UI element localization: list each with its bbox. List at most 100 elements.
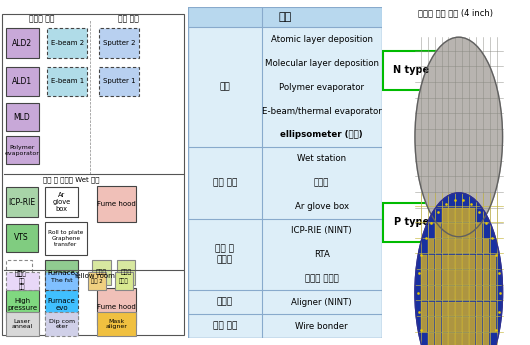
Bar: [441, 239, 448, 253]
Bar: [469, 317, 475, 332]
Text: Atomic layer deposition: Atomic layer deposition: [271, 35, 373, 44]
Bar: [476, 255, 482, 269]
Text: Furnace
evo: Furnace evo: [48, 298, 75, 312]
Text: Mask
aligner: Mask aligner: [105, 319, 128, 329]
Bar: [448, 333, 455, 345]
Bar: [435, 239, 441, 253]
Text: 장비: 장비: [278, 12, 292, 22]
Bar: [45, 187, 78, 217]
Bar: [476, 317, 482, 332]
Bar: [441, 333, 448, 345]
Bar: [188, 7, 382, 28]
Bar: [462, 286, 469, 300]
Text: Sputter 1: Sputter 1: [103, 78, 135, 85]
Bar: [490, 317, 496, 332]
Text: The fst: The fst: [51, 278, 73, 284]
Bar: [455, 255, 462, 269]
Text: Furnace: Furnace: [48, 270, 75, 276]
Bar: [448, 223, 455, 238]
Bar: [421, 302, 427, 316]
Bar: [428, 239, 434, 253]
Bar: [462, 317, 469, 332]
Bar: [455, 333, 462, 345]
Text: Sputter 2: Sputter 2: [103, 40, 135, 46]
Bar: [45, 222, 86, 255]
Bar: [6, 28, 39, 58]
Bar: [45, 272, 78, 290]
Text: Fume hood: Fume hood: [98, 304, 136, 309]
Text: 증착: 증착: [219, 83, 230, 92]
Text: 패터닝: 패터닝: [217, 298, 233, 307]
Bar: [435, 317, 441, 332]
Bar: [99, 28, 139, 58]
Bar: [45, 312, 78, 336]
Bar: [45, 260, 78, 285]
Bar: [469, 270, 475, 285]
Bar: [462, 270, 469, 285]
Bar: [99, 67, 139, 96]
Bar: [490, 270, 496, 285]
Text: E-beam 2: E-beam 2: [51, 40, 84, 46]
Bar: [47, 28, 87, 58]
Text: 소닉이: 소닉이: [96, 270, 107, 276]
Bar: [428, 302, 434, 316]
Bar: [435, 333, 441, 345]
Text: ICP-RIE: ICP-RIE: [8, 198, 35, 207]
Bar: [483, 286, 489, 300]
Text: High
pressure: High pressure: [7, 298, 37, 312]
Bar: [455, 270, 462, 285]
Bar: [490, 255, 496, 269]
Text: RTA: RTA: [314, 250, 330, 259]
Text: 기타 공정: 기타 공정: [213, 178, 237, 187]
Bar: [448, 255, 455, 269]
Text: Wire bonder: Wire bonder: [295, 322, 348, 331]
Bar: [462, 333, 469, 345]
Bar: [469, 223, 475, 238]
Bar: [469, 286, 475, 300]
Bar: [455, 239, 462, 253]
Bar: [47, 67, 87, 96]
Bar: [483, 239, 489, 253]
Bar: [441, 208, 448, 222]
Bar: [462, 302, 469, 316]
Bar: [421, 255, 427, 269]
Text: 오니: 오니: [14, 269, 23, 276]
Bar: [6, 103, 39, 131]
Bar: [6, 224, 38, 252]
Bar: [45, 290, 78, 320]
Text: 전도성
적정
장치: 전도성 적정 장치: [17, 272, 27, 290]
Bar: [428, 255, 434, 269]
Bar: [448, 270, 455, 285]
Bar: [115, 272, 132, 290]
Bar: [462, 239, 469, 253]
Text: 열량 2: 열량 2: [92, 278, 103, 284]
Bar: [476, 270, 482, 285]
Bar: [6, 187, 38, 217]
Text: MLD: MLD: [14, 112, 31, 121]
Bar: [97, 186, 136, 222]
Bar: [441, 302, 448, 316]
Text: ellipsometer (분석): ellipsometer (분석): [280, 130, 363, 139]
Bar: [6, 136, 39, 164]
Bar: [435, 223, 441, 238]
Bar: [462, 223, 469, 238]
Bar: [462, 255, 469, 269]
Bar: [490, 286, 496, 300]
Bar: [455, 286, 462, 300]
Text: P type: P type: [394, 217, 429, 227]
Bar: [383, 51, 439, 90]
Text: 금속 증착: 금속 증착: [118, 14, 138, 23]
Bar: [435, 255, 441, 269]
Bar: [476, 239, 482, 253]
Text: ALD2: ALD2: [12, 39, 32, 48]
Text: Ar
glove
box: Ar glove box: [52, 192, 70, 212]
Bar: [89, 272, 107, 290]
Bar: [455, 208, 462, 222]
Bar: [6, 272, 39, 290]
Bar: [483, 333, 489, 345]
Text: Yellow room: Yellow room: [73, 273, 115, 279]
Bar: [117, 260, 136, 285]
Circle shape: [415, 37, 502, 237]
Bar: [6, 260, 32, 285]
Text: 대면적 공정 결과 (4 inch): 대면적 공정 결과 (4 inch): [418, 9, 493, 18]
